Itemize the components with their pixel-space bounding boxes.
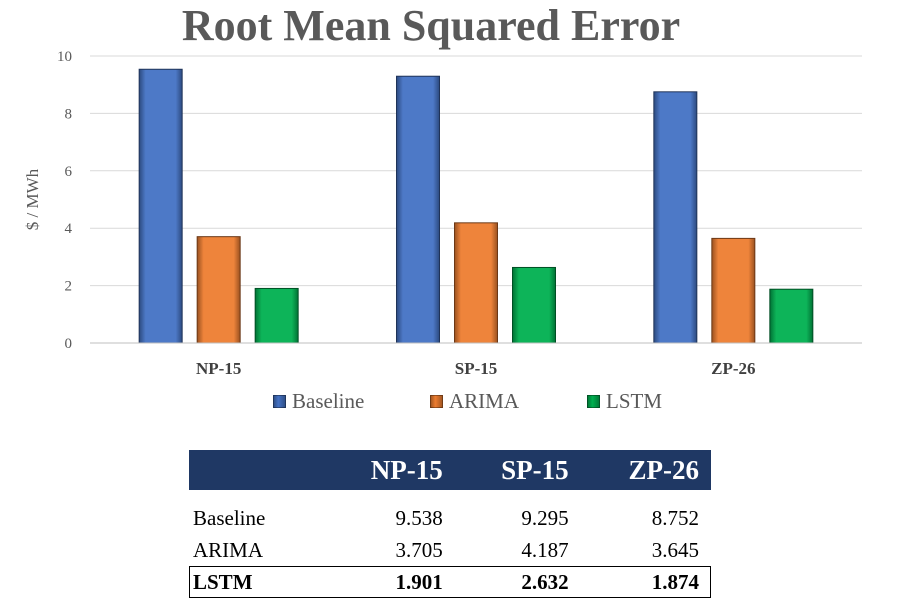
legend-swatch-arima bbox=[430, 395, 443, 408]
bar-arima-np-15 bbox=[196, 236, 241, 344]
table-row-label: Baseline bbox=[193, 505, 266, 530]
table-cell: 2.632 bbox=[521, 569, 569, 594]
legend-swatch-baseline bbox=[273, 395, 286, 408]
rmse-bar-chart: 0 2 4 6 8 10 $ / MWh NP-15 SP-15 ZP-26 bbox=[23, 49, 862, 378]
table-header-zp26: ZP-26 bbox=[628, 454, 700, 485]
table-cell: 9.295 bbox=[521, 505, 569, 530]
x-tick-label: ZP-26 bbox=[711, 359, 755, 378]
table-row-baseline: Baseline 9.538 9.295 8.752 bbox=[189, 490, 711, 534]
table-cell: 3.645 bbox=[651, 537, 699, 562]
legend-item-arima: ARIMA bbox=[430, 389, 519, 414]
bar-baseline-zp-26 bbox=[653, 91, 698, 344]
table-row-lstm: LSTM 1.901 2.632 1.874 bbox=[189, 566, 711, 598]
table-cell: 8.752 bbox=[651, 505, 699, 530]
table-row-label: LSTM bbox=[193, 569, 253, 594]
legend-item-baseline: Baseline bbox=[273, 389, 364, 414]
bar-arima-zp-26 bbox=[711, 237, 756, 344]
y-axis-label: $ / MWh bbox=[23, 168, 42, 230]
table-header-corner bbox=[189, 450, 322, 490]
legend-label-lstm: LSTM bbox=[606, 389, 663, 413]
table-cell: 4.187 bbox=[521, 537, 569, 562]
bar-baseline-sp-15 bbox=[396, 75, 440, 344]
bar-arima-sp-15 bbox=[454, 222, 498, 344]
table-header-row: NP-15 SP-15 ZP-26 bbox=[189, 450, 711, 490]
chart-legend: Baseline ARIMA LSTM bbox=[0, 389, 902, 415]
results-table: NP-15 SP-15 ZP-26 Baseline 9.538 9.295 8… bbox=[189, 450, 711, 598]
bar-lstm-sp-15 bbox=[512, 266, 556, 344]
y-tick-label: 4 bbox=[65, 221, 73, 237]
table-cell: 1.901 bbox=[395, 569, 443, 594]
bar-lstm-np-15 bbox=[254, 287, 299, 344]
y-tick-label: 0 bbox=[65, 336, 73, 352]
table-cell: 9.538 bbox=[395, 505, 443, 530]
legend-item-lstm: LSTM bbox=[587, 389, 662, 414]
legend-label-baseline: Baseline bbox=[292, 389, 365, 413]
bar-baseline-np-15 bbox=[138, 68, 183, 344]
x-tick-label: NP-15 bbox=[196, 359, 241, 378]
y-tick-label: 8 bbox=[65, 106, 73, 122]
x-tick-label: SP-15 bbox=[455, 359, 498, 378]
y-tick-label: 6 bbox=[65, 164, 73, 180]
table-cell: 1.874 bbox=[651, 569, 699, 594]
table-cell: 3.705 bbox=[395, 537, 443, 562]
table-row-label: ARIMA bbox=[193, 537, 264, 562]
table-header-sp15: SP-15 bbox=[501, 454, 569, 485]
y-tick-label: 10 bbox=[57, 49, 72, 65]
table-header-np15: NP-15 bbox=[370, 454, 443, 485]
legend-swatch-lstm bbox=[587, 395, 600, 408]
legend-label-arima: ARIMA bbox=[449, 389, 520, 413]
bar-lstm-zp-26 bbox=[769, 288, 814, 344]
y-tick-label: 2 bbox=[65, 279, 73, 295]
table-row-arima: ARIMA 3.705 4.187 3.645 bbox=[189, 534, 711, 566]
chart-title: Root Mean Squared Error bbox=[181, 1, 681, 50]
